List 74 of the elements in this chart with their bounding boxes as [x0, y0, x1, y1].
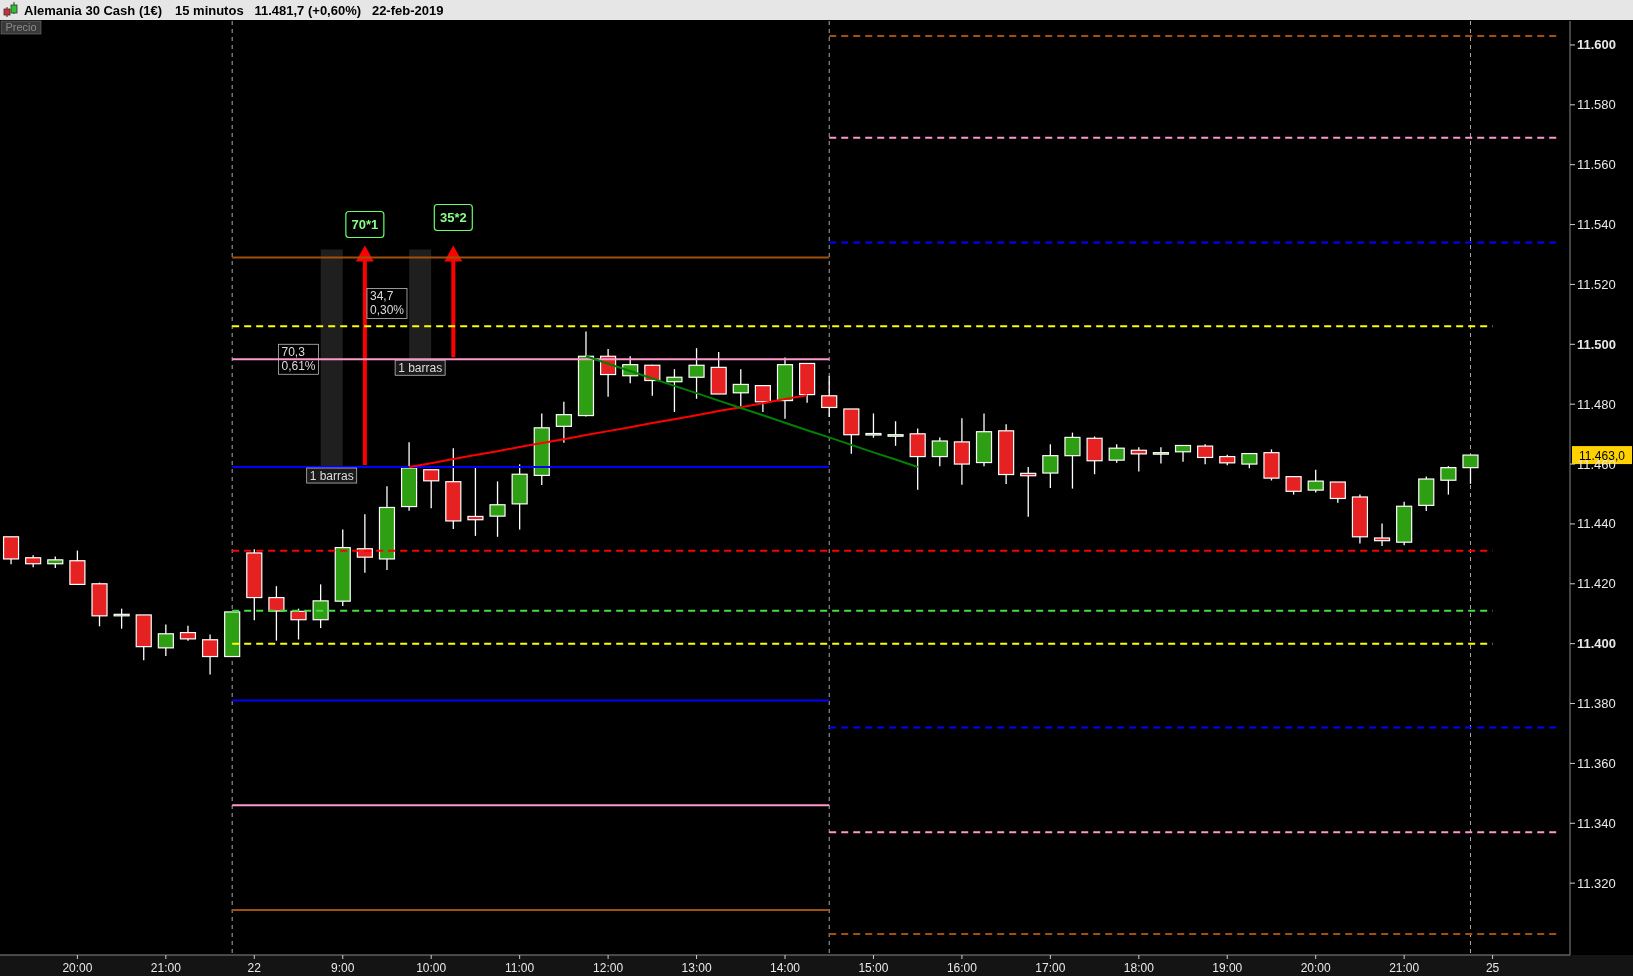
y-tick-label: 11.600 [1577, 37, 1617, 53]
candlestick [423, 469, 440, 510]
candlestick [1462, 454, 1479, 485]
x-tick-label: 25 [1485, 961, 1500, 975]
candlestick [666, 368, 683, 413]
annotation: 1 barras [398, 361, 443, 376]
x-tick-label: 11:00 [505, 961, 535, 975]
annotation: 35*2 [439, 209, 467, 225]
x-tick-label: 16:00 [946, 961, 978, 975]
candlestick [1042, 443, 1059, 489]
candlestick [953, 417, 970, 486]
candlestick [1307, 469, 1324, 494]
candlestick [356, 513, 373, 574]
candlestick [821, 375, 838, 418]
y-tick-label: 11.340 [1577, 815, 1616, 831]
candlestick [1197, 443, 1214, 465]
candlestick [1130, 446, 1147, 473]
candlestick [555, 401, 572, 444]
x-tick-label: 14:00 [769, 961, 801, 975]
candlestick [1174, 444, 1192, 463]
candlestick [909, 427, 926, 491]
x-tick-label: 21:00 [150, 961, 182, 975]
x-tick-label: 12:00 [593, 961, 624, 975]
y-tick-label: 11.420 [1577, 576, 1616, 592]
candlestick [688, 347, 705, 400]
candlestick [69, 549, 86, 586]
y-tick-label: 11.320 [1577, 875, 1616, 891]
x-tick-label: 10:00 [416, 961, 447, 975]
candlestick [1373, 522, 1391, 547]
y-tick-label: 11.360 [1577, 755, 1616, 771]
candlestick [1152, 446, 1170, 465]
annotation: 1 barras [309, 469, 354, 484]
x-tick-label: 18:00 [1123, 961, 1155, 975]
x-tick-label: 9:00 [331, 961, 355, 975]
line-series [584, 355, 919, 469]
y-tick-label: 11.440 [1577, 516, 1616, 532]
y-tick-label: 11.540 [1577, 217, 1616, 233]
candlestick [732, 368, 749, 407]
y-tick-label: 11.520 [1577, 276, 1616, 292]
x-tick-label: 21:00 [1389, 961, 1420, 975]
candlestick [290, 607, 307, 641]
x-tick-label: 20:00 [1300, 961, 1332, 975]
y-tick-label: 11.500 [1577, 336, 1617, 352]
y-tick-label: 11.400 [1577, 636, 1617, 652]
candlestick [1440, 465, 1457, 496]
y-tick-label: 11.560 [1577, 157, 1616, 173]
candlestick [467, 465, 484, 537]
candlestick [887, 420, 904, 447]
chart-title: Alemania 30 Cash (1€) [24, 3, 163, 18]
x-tick-label: 19:00 [1212, 961, 1243, 975]
chart-subtitle: 15 minutos 11.481,7 (+0,60%) 22-feb-2019 [175, 3, 444, 18]
candlestick [201, 633, 219, 676]
candlestick [1064, 431, 1081, 490]
candlestick [1108, 443, 1125, 464]
y-tick-label: 11.380 [1577, 696, 1616, 712]
y-tick-label: 11.480 [1577, 396, 1616, 412]
candlestick [489, 480, 506, 538]
candlestick [754, 384, 771, 413]
x-tick-label: 22 [247, 961, 262, 975]
x-tick-label: 17:00 [1035, 961, 1066, 975]
candlestick [312, 583, 329, 629]
candlestick [931, 436, 948, 467]
x-tick-label: 13:00 [681, 961, 712, 975]
candlestick [1329, 481, 1346, 504]
candlestick [1086, 435, 1103, 475]
annotation: 70*1 [351, 216, 379, 232]
candlestick [157, 623, 174, 657]
candlestick [268, 585, 285, 642]
y-tick-label: 11.580 [1577, 97, 1616, 113]
candlestick [2, 536, 20, 565]
candlestick [865, 412, 882, 439]
x-tick-label: 15:00 [858, 961, 889, 975]
annotation: Precio [5, 21, 37, 33]
x-tick-label: 20:00 [62, 961, 93, 975]
